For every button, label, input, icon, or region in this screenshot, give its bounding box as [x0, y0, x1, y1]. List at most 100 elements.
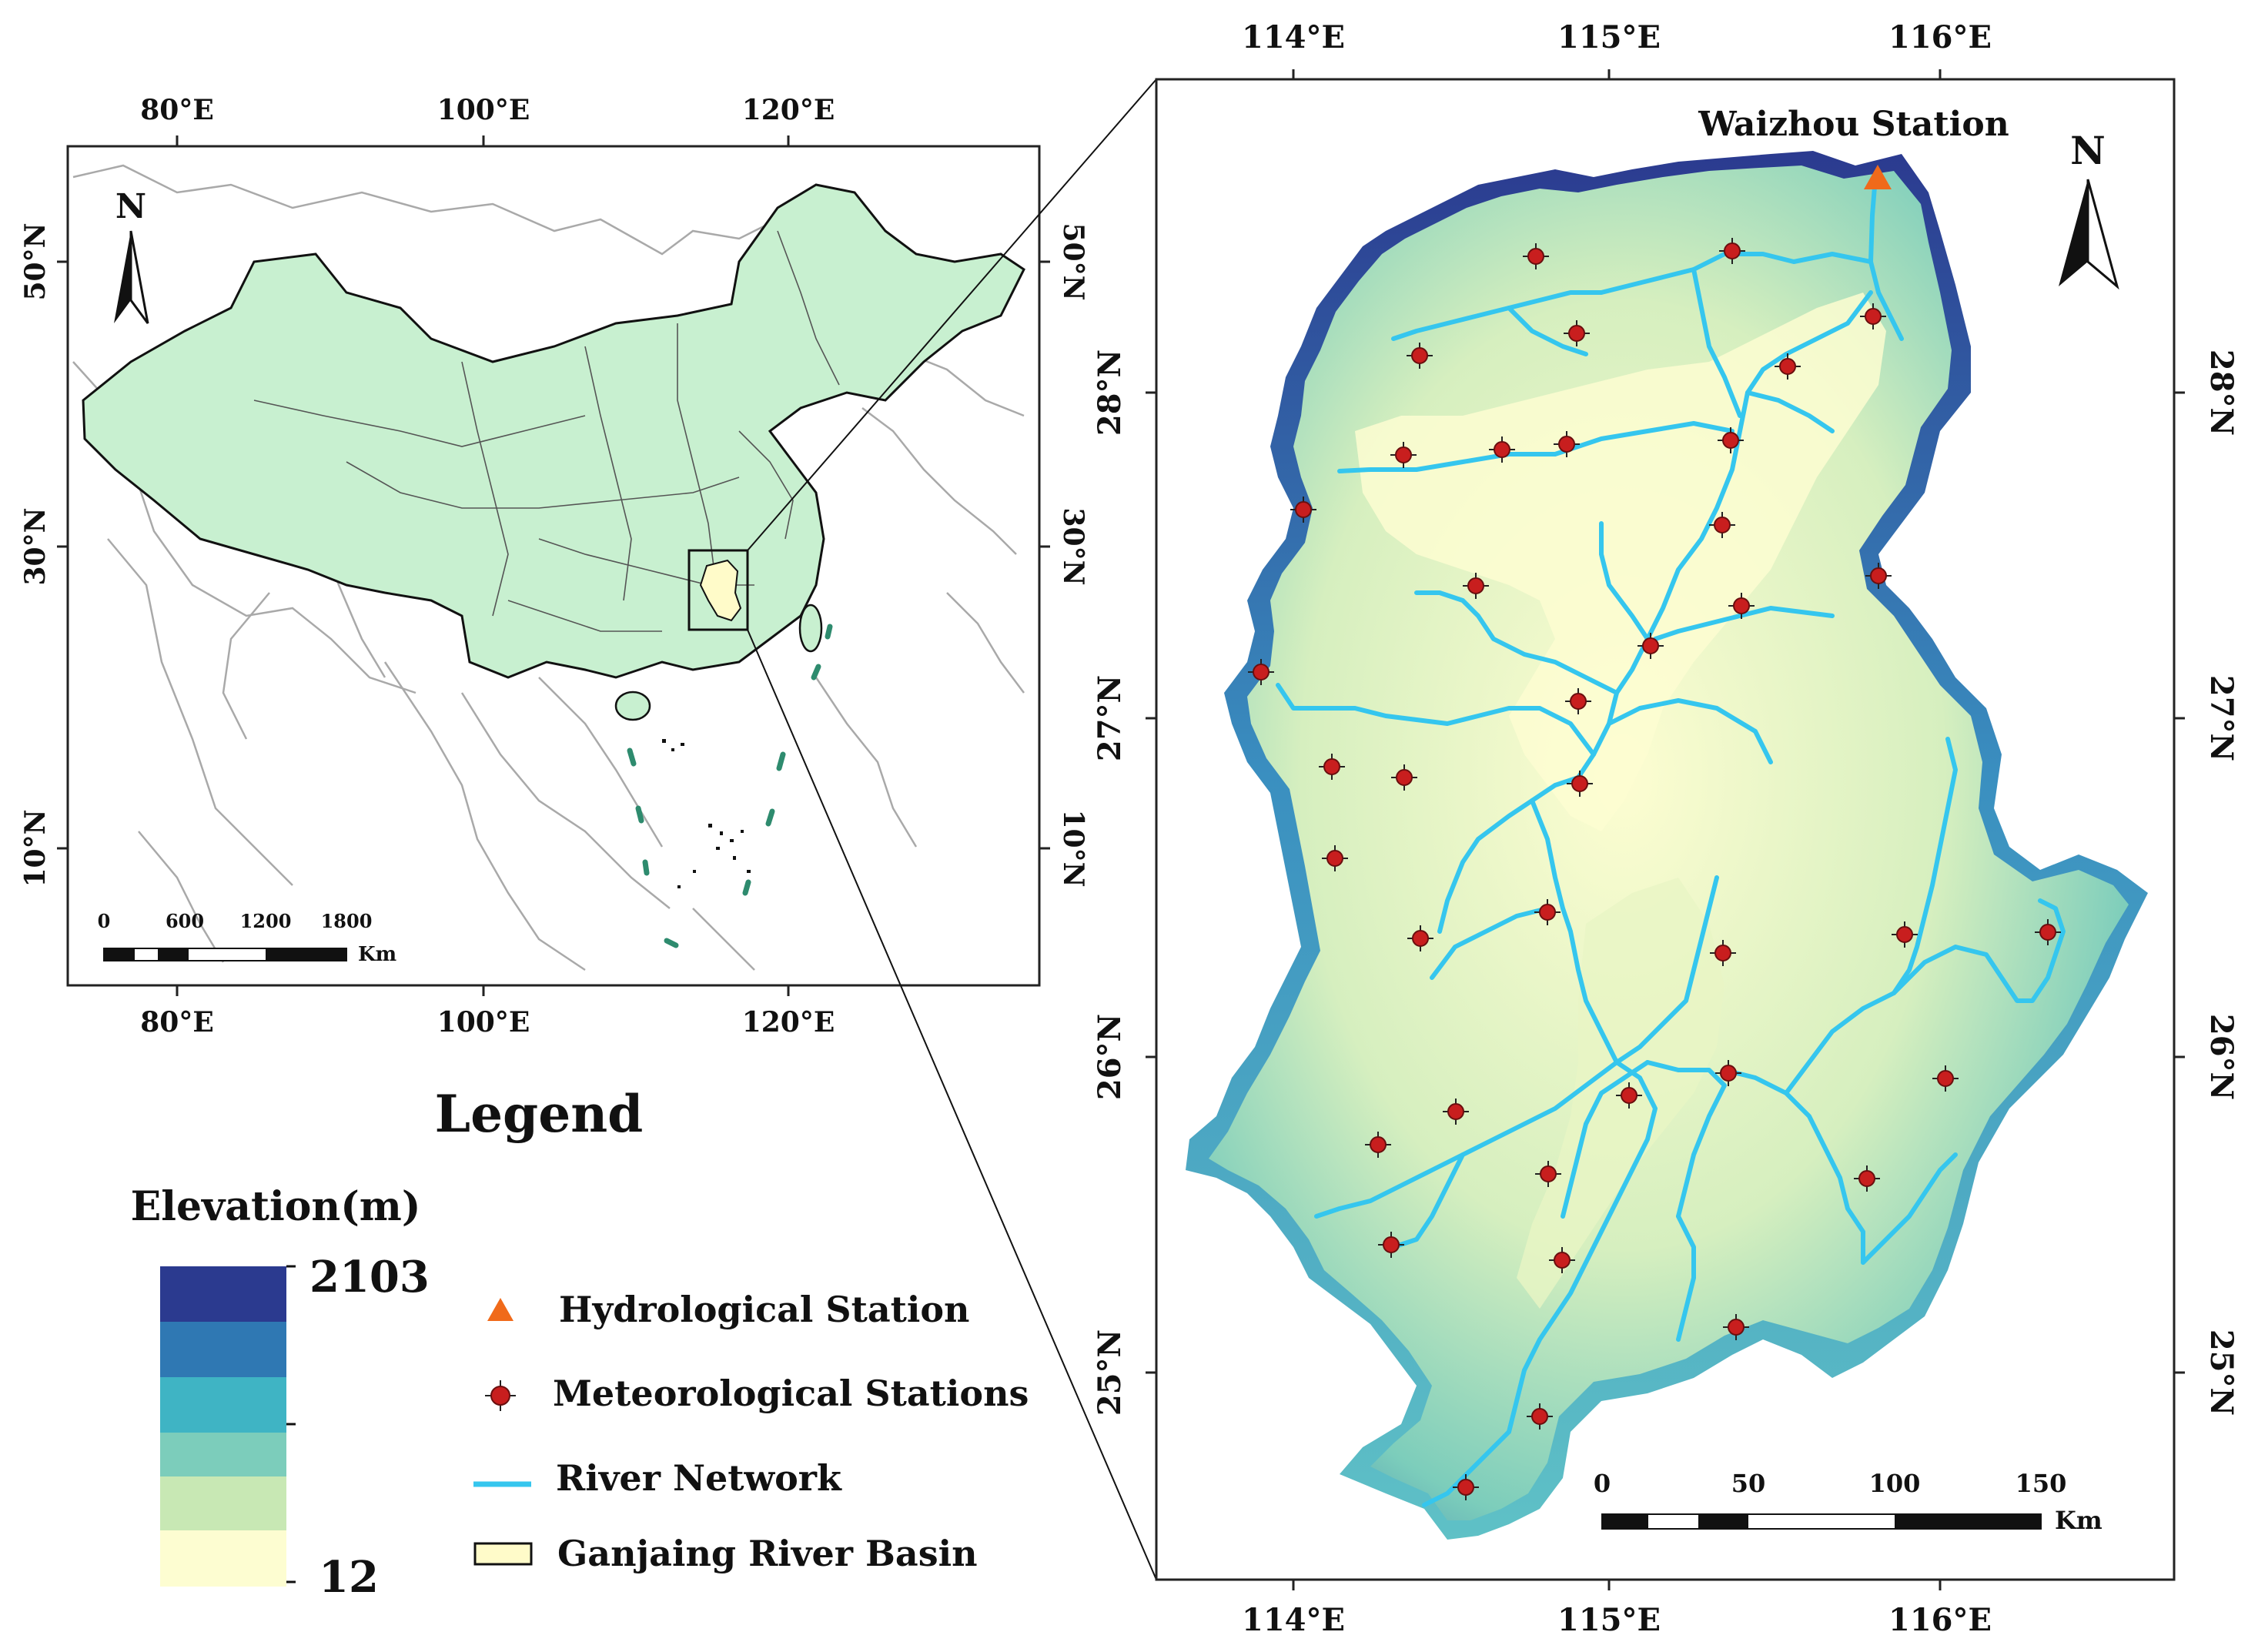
elevation-max: 2103 [309, 1252, 430, 1303]
overview-right-tick-1: 30°N [1057, 507, 1089, 585]
meteorological-station-17 [1248, 659, 1274, 685]
overview-north-label: N [115, 187, 146, 226]
meteorological-station-30 [1443, 1099, 1469, 1125]
basin-left-tick-1: 27°N [1092, 675, 1128, 761]
south-sea-islands [627, 624, 833, 948]
basin-right-tick-2: 26°N [2203, 1014, 2240, 1100]
meteorological-station-35 [1378, 1232, 1404, 1258]
basin-north-arrow: N [2059, 128, 2119, 290]
basin-top-tick-2: 116°E [1888, 19, 1992, 55]
basin-bottom-tick-2: 116°E [1888, 1602, 1992, 1638]
meteorological-station-10 [1718, 427, 1744, 453]
overview-scale-label-2: 1200 [240, 910, 292, 932]
zoom-connector-lines [747, 79, 1157, 1580]
waizhou-station-label: Waizhou Station [1698, 105, 2009, 144]
meteorological-station-15 [1728, 593, 1755, 619]
meteorological-station-12 [1709, 512, 1735, 538]
meteorological-station-5 [1860, 303, 1886, 329]
basin-scale-unit: Km [2055, 1506, 2102, 1535]
basin-right-tick-1: 27°N [2203, 675, 2240, 761]
basin-right-tick-3: 25°N [2203, 1329, 2240, 1416]
meteorological-station-37 [1723, 1314, 1749, 1340]
meteorological-station-25 [1710, 940, 1736, 966]
meteorological-station-19 [1319, 754, 1345, 780]
basin-left-tick-3: 25°N [1092, 1329, 1128, 1416]
meteorological-station-14 [1865, 563, 1892, 589]
legend-item-hydrological: Hydrological Station [559, 1289, 970, 1330]
meteorological-station-26 [1892, 921, 1918, 948]
meteorological-station-symbol [485, 1380, 516, 1411]
meteorological-stations [1248, 238, 2061, 1500]
meteorological-station-39 [1453, 1474, 1479, 1500]
meteorological-station-27 [2035, 919, 2061, 945]
basin-bottom-tick-1: 115°E [1557, 1602, 1661, 1638]
legend: Legend Elevation(m) 2103 12 Hydrological… [131, 1084, 1029, 1603]
hainan-island [614, 691, 651, 721]
overview-map: N 0 600 1200 1800 Km 80°E 100°E 120°E 80… [19, 94, 1089, 1038]
basin-left-tick-0: 28°N [1092, 349, 1128, 436]
river-network [1276, 175, 2066, 1507]
basin-scale-label-0: 0 [1594, 1469, 1611, 1498]
island-dots [662, 739, 751, 888]
meteorological-station-21 [1567, 771, 1593, 797]
basin-north-label: N [2070, 128, 2106, 173]
overview-scale-bar: 0 600 1200 1800 Km [98, 910, 396, 966]
meteorological-station-29 [1616, 1082, 1642, 1109]
meteorological-station-33 [1535, 1161, 1561, 1187]
overview-bottom-tick-2: 120°E [742, 1006, 835, 1038]
basin-left-tick-2: 26°N [1092, 1014, 1128, 1100]
overview-left-tick-2: 10°N [19, 809, 52, 887]
basin-locator-box [687, 549, 749, 631]
meteorological-station-16 [1637, 633, 1664, 659]
meteorological-station-22 [1322, 845, 1348, 871]
legend-item-basin: Ganjaing River Basin [557, 1533, 978, 1574]
waizhou-hydrological-station [1864, 165, 1892, 189]
legend-title: Legend [435, 1084, 644, 1144]
basin-locator-shape [699, 559, 742, 622]
basin-scale-label-3: 150 [2016, 1469, 2067, 1498]
basin-ticks [1146, 69, 2185, 1590]
meteorological-station-32 [1932, 1065, 1959, 1092]
basin-symbol [473, 1542, 533, 1566]
elevation-ramp [160, 1265, 296, 1587]
basin-bottom-tick-0: 114°E [1242, 1602, 1345, 1638]
meteorological-station-1 [1523, 243, 1549, 269]
basin-lowland [1355, 293, 1886, 831]
meteorological-station-31 [1365, 1132, 1391, 1158]
basin-scale-label-1: 50 [1731, 1469, 1766, 1498]
basin-top-tick-1: 115°E [1557, 19, 1661, 55]
meteorological-station-4 [1564, 320, 1590, 346]
meteorological-station-2 [1719, 238, 1745, 264]
meteorological-station-38 [1527, 1403, 1553, 1430]
meteorological-station-24 [1407, 925, 1433, 951]
overview-top-tick-2: 120°E [742, 94, 835, 126]
basin-scale-label-2: 100 [1869, 1469, 1921, 1498]
meteorological-station-11 [1290, 497, 1316, 523]
meteorological-station-9 [1554, 431, 1580, 457]
hydrological-station-symbol [487, 1298, 513, 1321]
meteorological-station-20 [1391, 764, 1417, 791]
overview-top-tick-0: 80°E [140, 94, 214, 126]
overview-top-tick-1: 100°E [437, 94, 530, 126]
china-landmass [82, 183, 1025, 679]
meteorological-station-8 [1489, 436, 1515, 463]
overview-left-tick-1: 30°N [19, 507, 52, 585]
overview-north-arrow: N [114, 187, 149, 324]
overview-right-tick-0: 50°N [1057, 222, 1089, 300]
meteorological-station-6 [1775, 353, 1801, 380]
overview-scale-unit: Km [358, 943, 396, 966]
overview-right-tick-2: 10°N [1057, 809, 1089, 887]
overview-scale-label-1: 600 [166, 910, 204, 932]
overview-bottom-tick-1: 100°E [437, 1006, 530, 1038]
basin-scale-bar: 0 50 100 150 Km [1594, 1469, 2102, 1535]
meteorological-station-36 [1549, 1247, 1575, 1273]
meteorological-station-13 [1463, 573, 1489, 599]
taiwan-island [798, 604, 823, 653]
overview-left-tick-0: 50°N [19, 222, 52, 300]
legend-item-river: River Network [556, 1457, 842, 1499]
meteorological-station-7 [1390, 442, 1417, 468]
basin-map: Waizhou Station N 0 50 100 150 Km 114°E [1092, 19, 2240, 1638]
meteorological-station-34 [1854, 1165, 1880, 1192]
meteorological-station-28 [1715, 1060, 1741, 1086]
